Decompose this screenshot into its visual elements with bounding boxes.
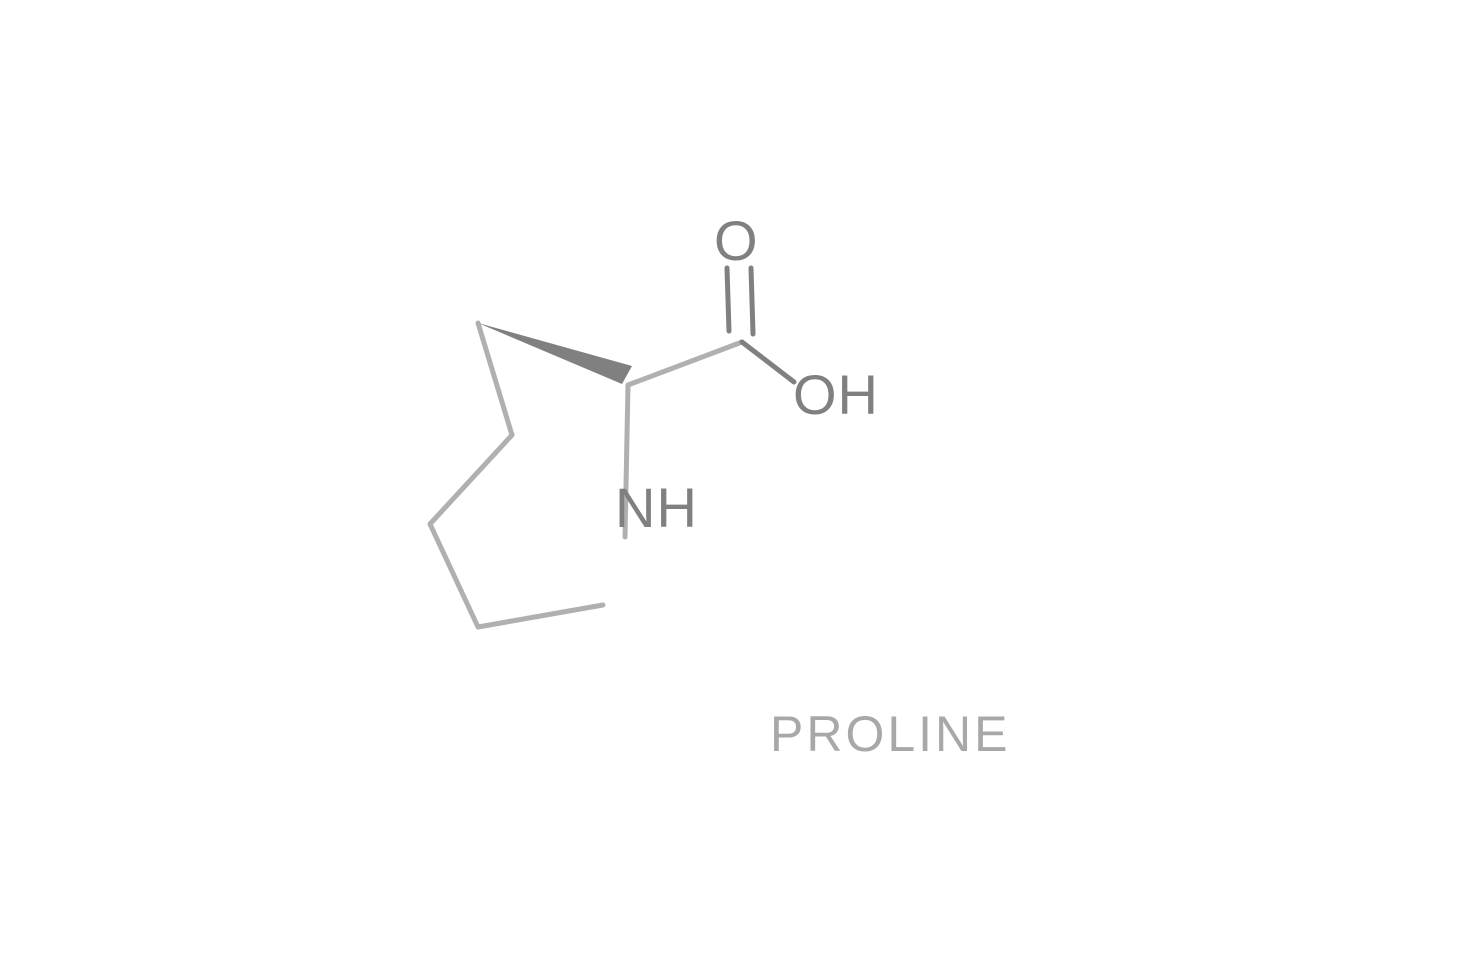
atom-label: O	[714, 208, 759, 273]
molecule-name: PROLINE	[770, 705, 1011, 763]
bond-lines	[0, 0, 1470, 980]
atom-label: OH	[793, 362, 879, 427]
chemical-structure-diagram: O OH NH PROLINE	[0, 0, 1470, 980]
atom-label: NH	[615, 475, 698, 540]
